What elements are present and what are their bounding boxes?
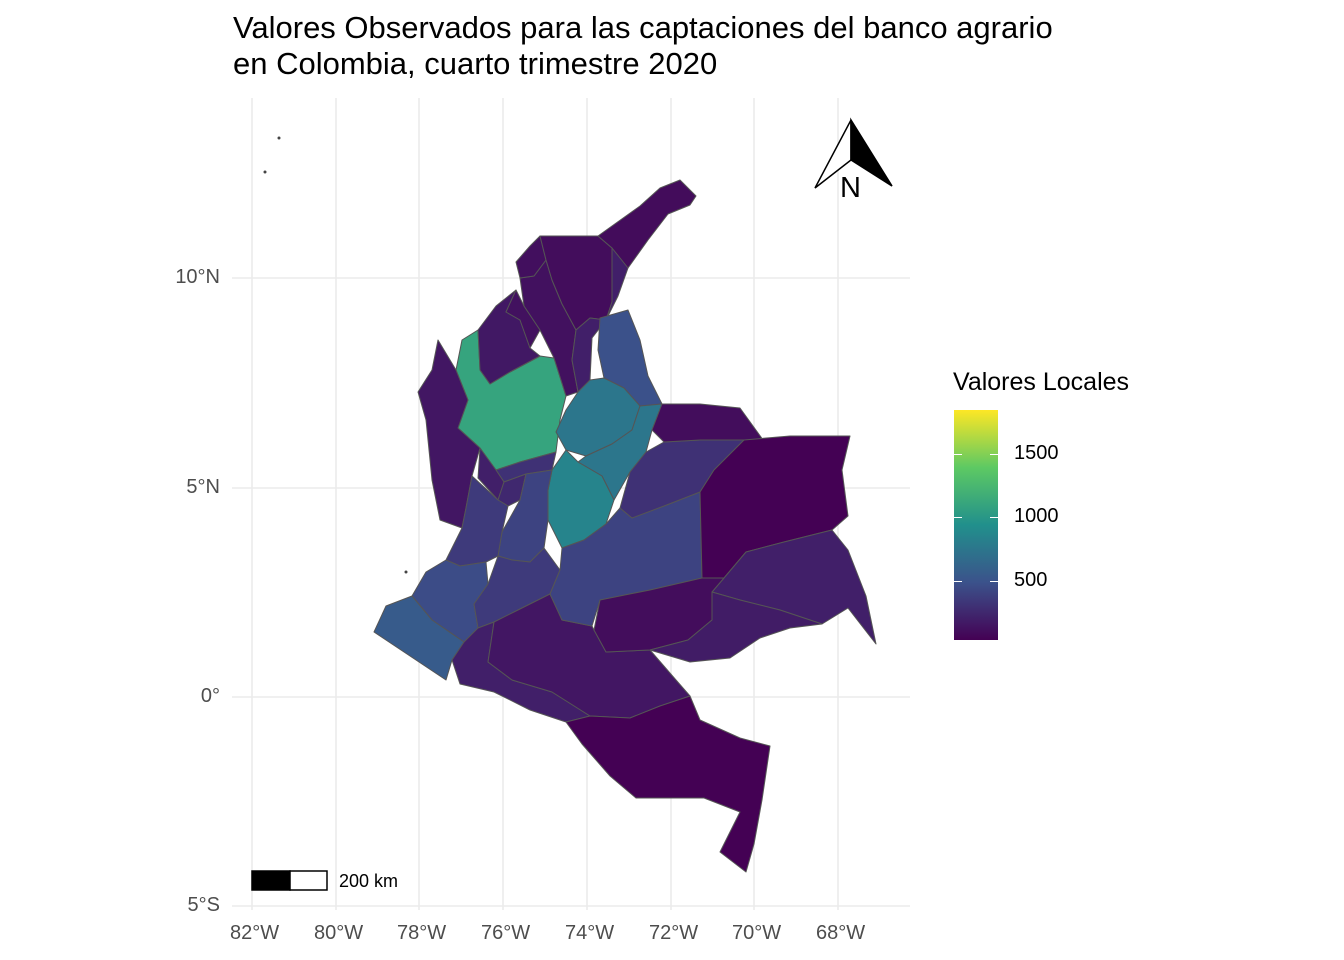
legend-tick-mark [990, 454, 998, 456]
legend-tick-mark [954, 517, 962, 519]
legend-tick-mark [990, 517, 998, 519]
x-tick-label: 70°W [732, 922, 782, 944]
x-tick-label: 82°W [230, 922, 280, 944]
region-arauca[interactable]: Arauca [651, 403, 767, 445]
x-tick-label: 74°W [565, 922, 615, 944]
title-line-1: Valores Observados para las captaciones … [233, 10, 1053, 45]
north-arrow-right-half [850, 117, 893, 187]
legend-tick-mark [954, 454, 962, 456]
x-tick-label: 72°W [649, 922, 699, 944]
north-arrow-label: N [840, 172, 861, 204]
title-line-2: en Colombia, cuarto trimestre 2020 [233, 46, 718, 81]
island-marker [263, 170, 267, 174]
x-tick-label: 68°W [816, 922, 866, 944]
scale-bar-label: 200 km [339, 871, 399, 891]
legend-tick-mark [990, 580, 998, 582]
legend-tick-mark [954, 580, 962, 582]
scale-bar [251, 870, 328, 891]
y-tick-label: 5°N [186, 476, 220, 498]
scale-bar-white [289, 870, 328, 891]
region-nari-o[interactable]: Nariño [373, 595, 465, 681]
legend-tick-label: 1500 [1014, 442, 1059, 465]
north-arrow-icon [814, 117, 893, 189]
y-tick-label: 5°S [187, 894, 220, 916]
island-marker [277, 136, 281, 140]
island-marker [404, 570, 408, 574]
legend-tick-label: 1000 [1014, 505, 1059, 528]
region-quind-o[interactable]: Quindío [497, 473, 527, 507]
legend-colorbar [954, 410, 998, 640]
region-vaup-s[interactable]: Vaupés [649, 591, 823, 663]
regions-layer: AntioquiaChocóCórdobaSucreBolívarAtlánti… [263, 136, 877, 873]
x-tick-label: 80°W [314, 922, 364, 944]
x-tick-label: 78°W [397, 922, 447, 944]
legend-tick-label: 500 [1014, 568, 1048, 591]
legend-title: Valores Locales [953, 368, 1130, 396]
y-tick-label: 0° [200, 685, 220, 707]
x-tick-label: 76°W [481, 922, 531, 944]
y-tick-label: 10°N [175, 266, 220, 288]
scale-bar-black [251, 870, 291, 891]
chart-title: Valores Observados para las captaciones … [233, 10, 1053, 82]
region-amazonas[interactable]: Amazonas [565, 695, 771, 873]
